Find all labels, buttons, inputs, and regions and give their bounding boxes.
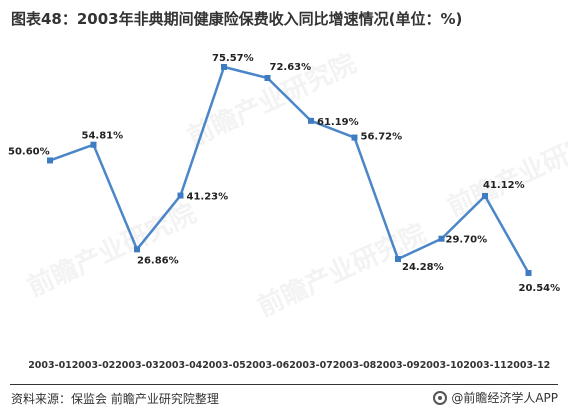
x-tick-label: 2003-05 — [202, 360, 246, 371]
data-point-marker — [525, 270, 532, 276]
data-point-marker — [221, 64, 227, 70]
x-tick-label: 2003-01 — [28, 360, 72, 371]
data-point-marker — [47, 157, 53, 164]
data-label: 41.23% — [187, 192, 229, 203]
footer-divider — [10, 384, 558, 385]
series-line — [49, 65, 530, 274]
brand-logo-icon — [433, 390, 448, 405]
series-markers-group — [47, 64, 532, 276]
data-point-marker — [177, 192, 184, 199]
x-tick-label: 2003-11 — [463, 360, 507, 371]
data-point-marker — [134, 246, 140, 253]
series-line-group — [49, 65, 530, 274]
x-tick-label: 2003-10 — [420, 360, 464, 371]
data-label: 26.86% — [137, 255, 179, 266]
x-tick-label: 2003-08 — [333, 360, 377, 371]
data-label: 75.57% — [212, 53, 254, 64]
data-point-marker — [308, 117, 314, 124]
data-label: 50.60% — [8, 146, 50, 157]
x-tick-label: 2003-06 — [246, 360, 290, 371]
data-label: 61.19% — [317, 117, 359, 128]
x-tick-label: 2003-02 — [72, 360, 116, 371]
x-tick-labels-group: 2003-01 2003-02 2003-03 2003-04 2003-05 2003-… — [28, 360, 550, 371]
x-tick-label: 2003-03 — [115, 360, 159, 371]
data-point-marker — [438, 235, 445, 242]
data-point-marker — [351, 134, 358, 141]
source-note: 资料来源：保监会 前瞻产业研究院整理 — [11, 392, 219, 406]
data-label: 41.12% — [483, 180, 525, 191]
data-point-marker — [90, 141, 97, 148]
data-label: 24.28% — [402, 262, 444, 273]
x-tick-label: 2003-12 — [507, 360, 551, 371]
data-label: 20.54% — [519, 283, 561, 294]
data-labels-group: 50.60% 54.81% 26.86% 41.23% 75.57% 72.63% 61.1… — [8, 53, 560, 294]
data-label: 72.63% — [270, 62, 312, 73]
chart-title: 图表48：2003年非典期间健康险保费收入同比增速情况(单位：%) — [11, 10, 463, 28]
x-tick-label: 2003-09 — [376, 360, 420, 371]
data-label: 56.72% — [361, 132, 403, 143]
brand-credit-text: @前瞻经济学人APP — [451, 391, 558, 405]
x-tick-label: 2003-04 — [159, 360, 203, 371]
data-point-marker — [395, 255, 401, 262]
data-point-marker — [482, 192, 488, 199]
x-tick-label: 2003-07 — [289, 360, 333, 371]
data-point-marker — [264, 75, 271, 82]
data-label: 54.81% — [82, 131, 124, 142]
brand-credit: @前瞻经济学人APP — [433, 389, 558, 406]
data-label: 29.70% — [446, 235, 488, 246]
